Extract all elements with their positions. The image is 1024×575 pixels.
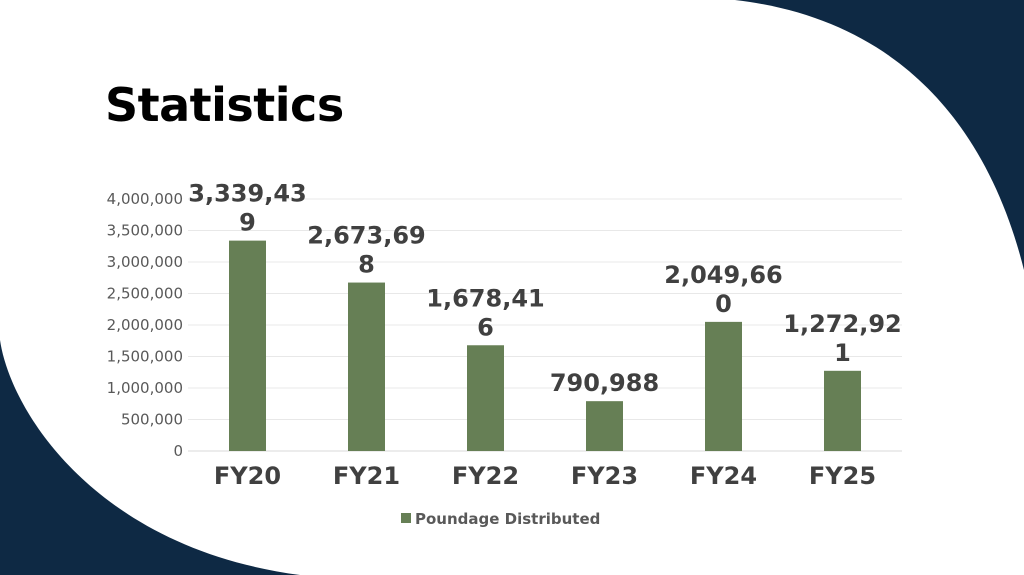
data-label: 3,339,43 <box>188 180 306 208</box>
data-label: 8 <box>358 251 375 279</box>
slide-title: Statistics <box>105 78 344 132</box>
y-tick-label: 1,500,000 <box>107 348 183 366</box>
data-label: 6 <box>477 313 494 341</box>
data-label: 9 <box>239 209 256 237</box>
y-tick-label: 1,000,000 <box>107 379 183 397</box>
bar-fy25 <box>824 370 861 451</box>
y-axis-tick-labels: 0 500,000 1,000,000 1,500,000 2,000,000 2,500… <box>107 190 183 460</box>
data-label: 1,678,41 <box>426 284 544 312</box>
data-label: 0 <box>715 290 732 318</box>
x-category-label: FY20 <box>214 462 281 490</box>
bar-fy21 <box>348 282 385 451</box>
legend: Poundage Distributed <box>401 510 600 528</box>
x-category-label: FY21 <box>333 462 400 490</box>
data-label: 1 <box>834 339 851 367</box>
bar-series <box>229 240 861 451</box>
y-tick-label: 2,000,000 <box>107 316 183 334</box>
data-label: 1,272,92 <box>783 310 901 338</box>
bar-fy22 <box>467 345 504 451</box>
legend-swatch <box>401 513 411 523</box>
y-tick-label: 3,500,000 <box>107 222 183 240</box>
x-category-label: FY22 <box>452 462 519 490</box>
data-label: 2,049,66 <box>664 261 782 289</box>
x-category-label: FY24 <box>690 462 757 490</box>
legend-label: Poundage Distributed <box>415 510 600 528</box>
y-tick-label: 500,000 <box>121 411 183 429</box>
x-category-label: FY25 <box>809 462 876 490</box>
y-tick-label: 4,000,000 <box>107 190 183 208</box>
x-axis-category-labels: FY20 FY21 FY22 FY23 FY24 FY25 <box>214 462 876 490</box>
bar-fy23 <box>586 401 623 451</box>
x-category-label: FY23 <box>571 462 638 490</box>
data-label: 2,673,69 <box>307 222 425 250</box>
gridlines <box>188 198 902 452</box>
bar-fy20 <box>229 240 266 451</box>
data-labels: 3,339,439 2,673,698 1,678,416 790,988 2,049,… <box>188 180 901 398</box>
y-tick-label: 0 <box>173 442 183 460</box>
bar-fy24 <box>705 321 742 451</box>
data-label: 790,988 <box>550 369 659 397</box>
y-tick-label: 2,500,000 <box>107 285 183 303</box>
y-tick-label: 3,000,000 <box>107 253 183 271</box>
